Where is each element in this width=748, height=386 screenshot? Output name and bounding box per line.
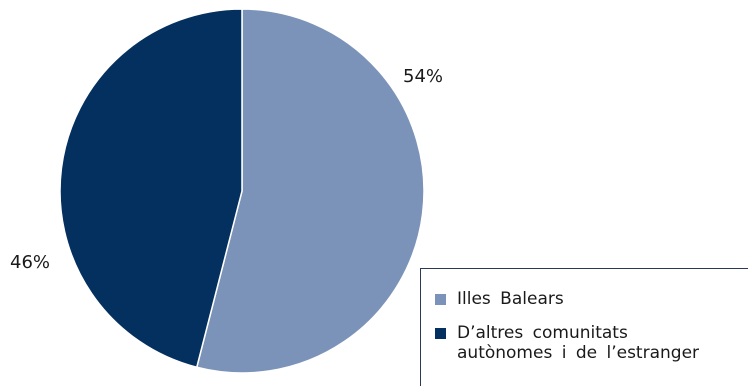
pie-slice-other-regions: [59, 8, 243, 369]
pie-slice-illes-balears: [195, 8, 425, 374]
legend-item-other-regions: D’altres comunitats autònomes i de l’est…: [435, 323, 699, 363]
legend-item-illes-balears: Illes Balears: [435, 289, 564, 309]
data-label-other-regions: 46%: [10, 252, 50, 273]
chart-legend: Illes Balears D’altres comunitats autòno…: [420, 268, 748, 386]
legend-label-other-regions: D’altres comunitats autònomes i de l’est…: [457, 323, 700, 363]
legend-swatch-other-regions: [435, 328, 446, 339]
pie-slices: [59, 8, 425, 374]
data-label-illes-balears: 54%: [403, 66, 443, 87]
legend-swatch-illes-balears: [435, 294, 446, 305]
legend-label-illes-balears: Illes Balears: [457, 289, 564, 309]
